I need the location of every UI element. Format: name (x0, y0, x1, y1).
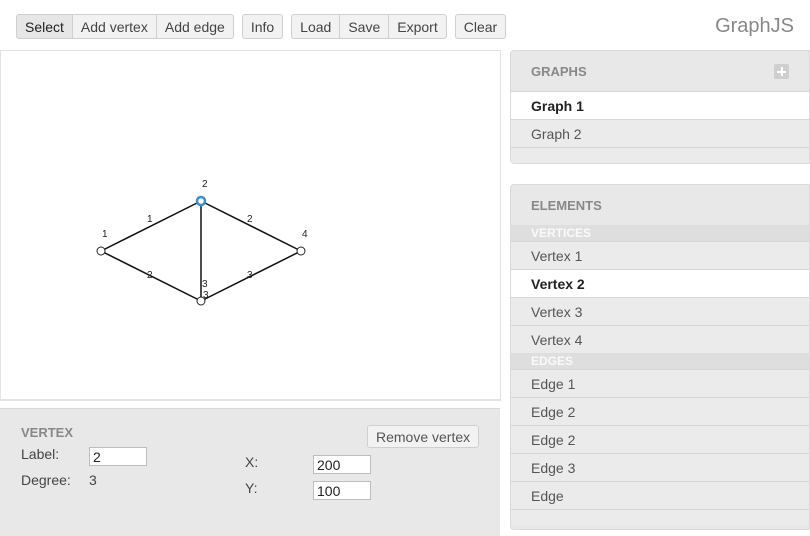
x-input[interactable] (313, 455, 371, 474)
vertex-properties-panel: VERTEX Remove vertex Label: Degree: 3 X:… (0, 408, 500, 536)
save-button[interactable]: Save (340, 14, 390, 39)
add-graph-icon[interactable] (774, 63, 789, 79)
graphs-list: Graph 1 Graph 2 (511, 91, 809, 163)
edge-list-item-1[interactable]: Edge 1 (511, 369, 809, 397)
y-caption: Y: (245, 480, 258, 496)
app-title: GraphJS (715, 15, 794, 37)
vertices-list: Vertex 1 Vertex 2 Vertex 3 Vertex 4 (511, 241, 809, 353)
add-vertex-button[interactable]: Add vertex (72, 14, 157, 39)
list-end (511, 509, 809, 525)
toolbar-group: Clear (454, 14, 507, 39)
vertex-2[interactable] (195, 195, 207, 207)
list-end (511, 147, 809, 163)
vertex-list-item-1[interactable]: Vertex 1 (511, 241, 809, 269)
vertex-panel-title: VERTEX (21, 425, 74, 440)
edges-section-heading: EDGES (511, 353, 809, 369)
clear-button[interactable]: Clear (454, 14, 507, 39)
y-input[interactable] (313, 481, 371, 500)
vertex-3[interactable] (196, 296, 206, 306)
export-button[interactable]: Export (389, 14, 447, 39)
load-button[interactable]: Load (291, 14, 341, 39)
vertex-1[interactable] (96, 246, 106, 256)
edge-list-item-3[interactable]: Edge 2 (511, 425, 809, 453)
edge-weight-label: 1 (147, 214, 153, 225)
toolbar-group: Load Save Export (291, 14, 447, 39)
graphs-panel-title: GRAPHS (531, 63, 587, 79)
graphs-panel-header: GRAPHS (511, 51, 809, 91)
edge-list-item-2[interactable]: Edge 2 (511, 397, 809, 425)
edge-list-item-5[interactable]: Edge (511, 481, 809, 509)
label-caption: Label: (21, 446, 60, 462)
elements-panel-header: ELEMENTS (511, 185, 809, 225)
elements-panel: ELEMENTS VERTICES Vertex 1 Vertex 2 Vertex… (510, 184, 810, 530)
edge-3-4[interactable] (200, 250, 302, 302)
select-button[interactable]: Select (16, 14, 73, 39)
edge-1-2[interactable] (100, 200, 202, 252)
x-caption: X: (245, 454, 259, 470)
edge-weight-label: 3 (247, 270, 253, 281)
info-button[interactable]: Info (241, 14, 284, 39)
graphs-panel: GRAPHS Graph 1 Graph 2 (510, 50, 810, 164)
vertex-4[interactable] (296, 246, 306, 256)
degree-caption: Degree: (21, 472, 71, 488)
toolbar-group: Info (241, 14, 284, 39)
graph-list-item-1[interactable]: Graph 1 (511, 91, 809, 119)
vertex-list-item-2[interactable]: Vertex 2 (511, 269, 809, 297)
vertex-list-item-3[interactable]: Vertex 3 (511, 297, 809, 325)
add-edge-button[interactable]: Add edge (156, 14, 234, 39)
vertex-list-item-4[interactable]: Vertex 4 (511, 325, 809, 353)
degree-value: 3 (89, 472, 97, 488)
vertex-label: 4 (302, 229, 308, 240)
toolbar: Select Add vertex Add edge Info Load Save Expo… (16, 14, 514, 39)
edge-weight-label: 2 (147, 270, 153, 281)
vertex-label: 1 (102, 229, 108, 240)
edge-list-item-4[interactable]: Edge 3 (511, 453, 809, 481)
edge-weight-label: 3 (203, 290, 209, 301)
label-input[interactable] (89, 447, 147, 466)
edges-list: Edge 1 Edge 2 Edge 2 Edge 3 Edge (511, 369, 809, 525)
edge-1-3[interactable] (100, 250, 202, 302)
edge-weight-label: 2 (247, 214, 253, 225)
toolbar-group: Select Add vertex Add edge (16, 14, 234, 39)
edge-2-4[interactable] (200, 200, 302, 252)
elements-panel-title: ELEMENTS (531, 197, 602, 213)
remove-vertex-button[interactable]: Remove vertex (367, 425, 480, 448)
graph-list-item-2[interactable]: Graph 2 (511, 119, 809, 147)
vertex-label: 2 (202, 179, 208, 190)
vertices-section-heading: VERTICES (511, 225, 809, 241)
vertex-label: 3 (202, 279, 208, 290)
